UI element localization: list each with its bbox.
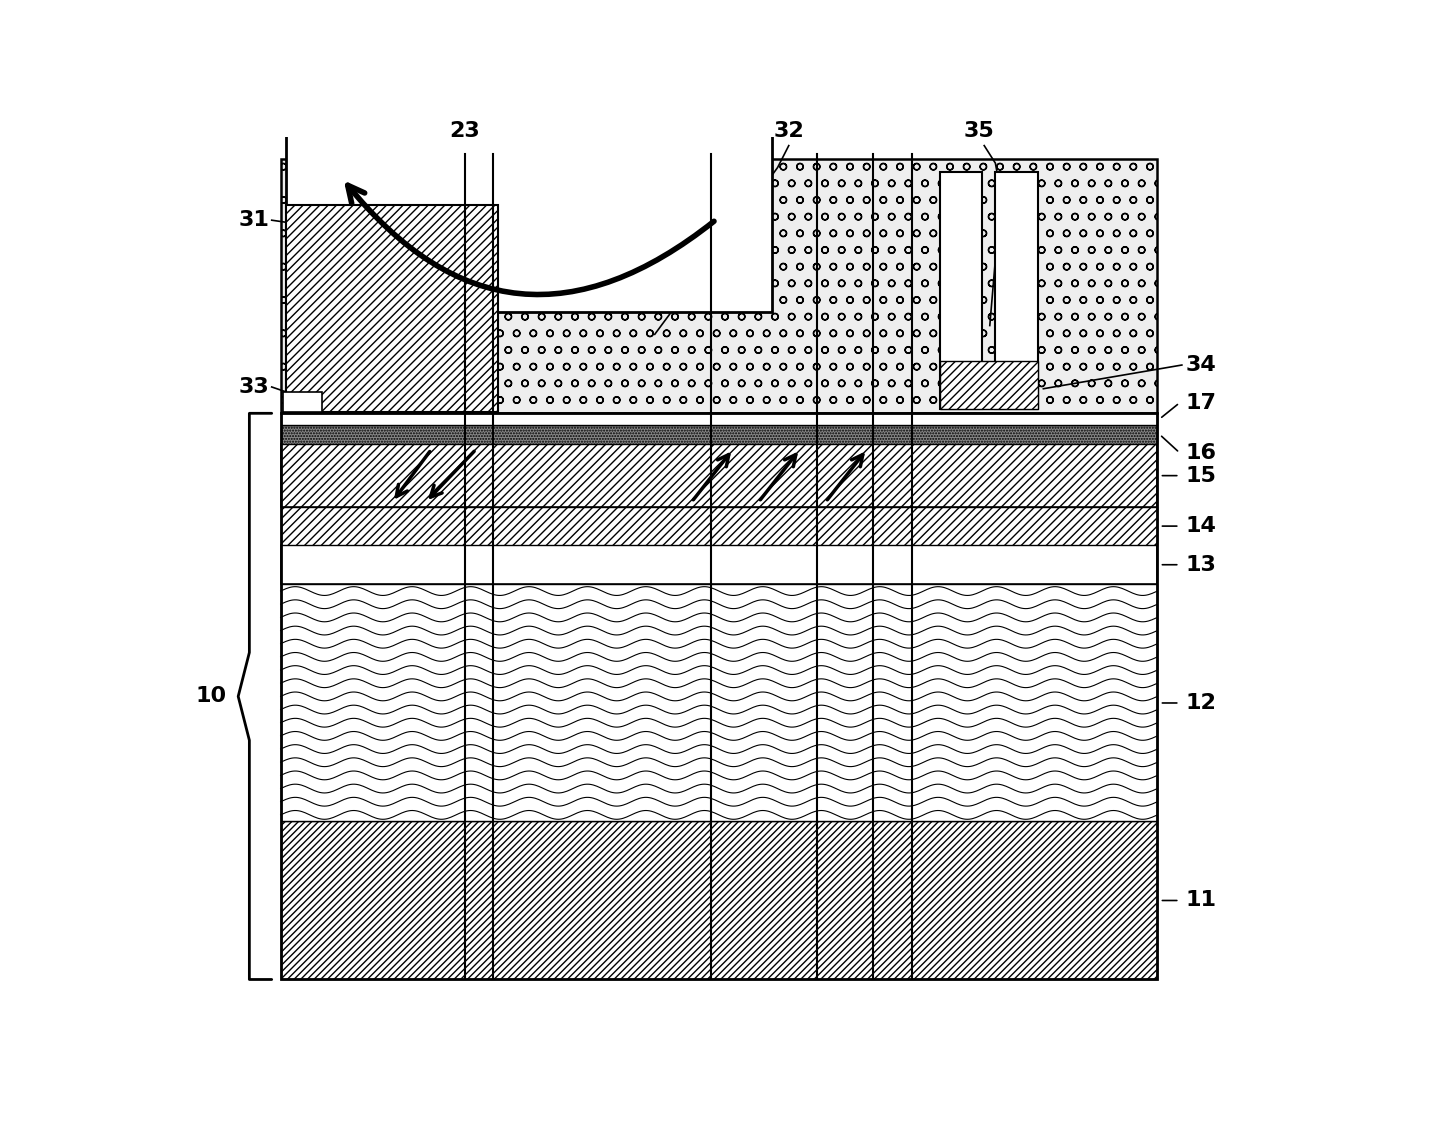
Text: 14: 14 [1185, 516, 1216, 536]
Bar [281, 507, 1157, 545]
Text: 12: 12 [1185, 693, 1216, 712]
Text: 31: 31 [239, 210, 269, 230]
Text: 33: 33 [239, 377, 269, 397]
Bar [287, 106, 772, 312]
Bar [281, 425, 1157, 443]
Text: 34: 34 [1185, 355, 1216, 375]
Text: 17: 17 [1185, 393, 1216, 413]
Bar [996, 172, 1038, 409]
Bar [940, 360, 1038, 409]
Bar [281, 585, 1157, 822]
Text: 16: 16 [1185, 442, 1216, 463]
Bar [282, 392, 321, 412]
Text: 23: 23 [450, 121, 480, 141]
Text: 11: 11 [1185, 890, 1216, 911]
Text: 10: 10 [196, 686, 226, 707]
Bar [281, 414, 1157, 979]
Text: 13: 13 [1185, 555, 1216, 575]
Bar [281, 443, 1157, 507]
Text: 32: 32 [774, 121, 804, 141]
Text: 35: 35 [963, 121, 994, 141]
Bar [281, 545, 1157, 585]
Bar [281, 822, 1157, 979]
Bar [287, 205, 499, 412]
Bar [281, 414, 1157, 425]
Bar [281, 158, 1157, 414]
Text: 15: 15 [1185, 465, 1216, 486]
Bar [940, 172, 981, 409]
